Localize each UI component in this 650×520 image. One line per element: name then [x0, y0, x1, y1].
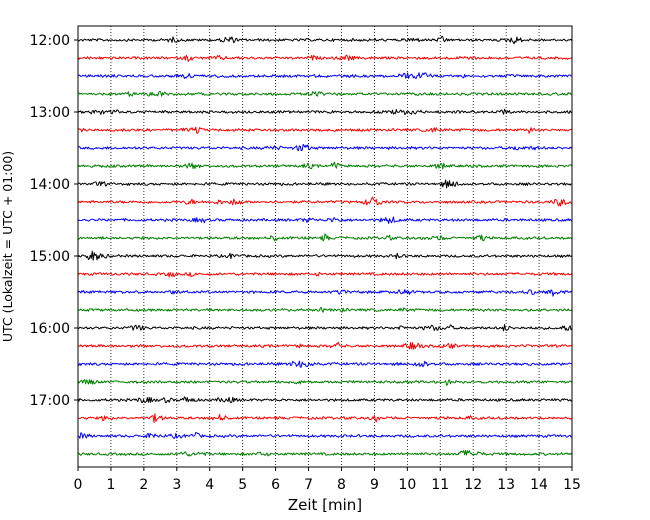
plot-frame: [77, 25, 573, 468]
x-tick-label: 5: [238, 477, 247, 493]
x-tick-label: 13: [497, 477, 515, 493]
x-tick-label: 14: [530, 477, 548, 493]
y-tick-label: 13:00: [30, 105, 70, 121]
x-tick-label: 0: [74, 477, 83, 493]
seismogram-trace: [77, 90, 573, 97]
y-tick-label: 16:00: [30, 321, 70, 337]
seismogram-trace: [77, 413, 573, 423]
seismogram-trace: [77, 288, 573, 297]
x-tick-label: 9: [370, 477, 379, 493]
seismogram-trace: [77, 360, 573, 368]
y-tick-label: 14:00: [30, 177, 70, 193]
seismogram-trace: [77, 161, 573, 170]
seismogram-trace: [77, 108, 573, 116]
seismogram-trace: [77, 216, 573, 224]
x-tick-label: 1: [106, 477, 115, 493]
seismogram-trace: [77, 271, 573, 278]
seismogram-trace: [77, 250, 573, 261]
seismogram-trace: [77, 233, 573, 242]
seismogram-trace: [77, 179, 573, 189]
seismogram-trace: [77, 196, 573, 207]
seismogram-trace: [77, 324, 573, 332]
x-tick-label: 12: [464, 477, 482, 493]
seismogram-trace: [77, 126, 573, 134]
trace-layer: [77, 35, 573, 457]
seismogram-trace: [77, 54, 573, 63]
seismogram-trace: [77, 431, 572, 439]
y-tick-label: 17:00: [30, 393, 70, 409]
x-tick-label: 6: [271, 477, 280, 493]
x-axis-label: Zeit [min]: [288, 496, 362, 514]
seismogram-trace: [77, 341, 573, 350]
seismogram-trace: [77, 143, 573, 152]
seismogram-trace: [77, 306, 573, 313]
x-axis: 0 1 2 3 4 5 6 7 8 9 10 11 12 13 14 15: [74, 467, 581, 493]
grid-lines: [110, 26, 540, 467]
x-tick-label: 11: [431, 477, 449, 493]
x-tick-label: 2: [139, 477, 148, 493]
y-tick-label: 12:00: [30, 33, 70, 49]
x-tick-label: 4: [205, 477, 214, 493]
x-tick-label: 10: [398, 477, 416, 493]
y-axis: 12:00 13:00 14:00 15:00 16:00 17:00: [30, 33, 78, 409]
x-tick-label: 7: [304, 477, 313, 493]
x-tick-label: 15: [563, 477, 581, 493]
seismogram-trace: [77, 72, 573, 79]
x-tick-label: 3: [172, 477, 181, 493]
x-tick-label: 8: [337, 477, 346, 493]
seismogram-trace: [77, 35, 573, 45]
y-tick-label: 15:00: [30, 249, 70, 265]
seismogram-trace: [77, 396, 573, 404]
y-axis-label: UTC (Lokalzeit = UTC + 01:00): [0, 151, 15, 342]
seismogram-trace: [77, 379, 573, 386]
seismogram-trace: [77, 449, 573, 457]
